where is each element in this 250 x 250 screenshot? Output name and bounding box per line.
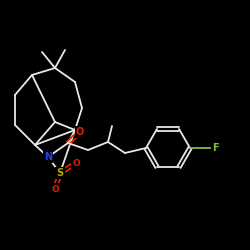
Text: O: O: [72, 158, 80, 168]
Text: S: S: [56, 168, 64, 178]
Text: N: N: [44, 152, 52, 162]
Text: O: O: [51, 184, 59, 194]
Text: F: F: [212, 143, 218, 153]
Text: O: O: [76, 127, 84, 137]
